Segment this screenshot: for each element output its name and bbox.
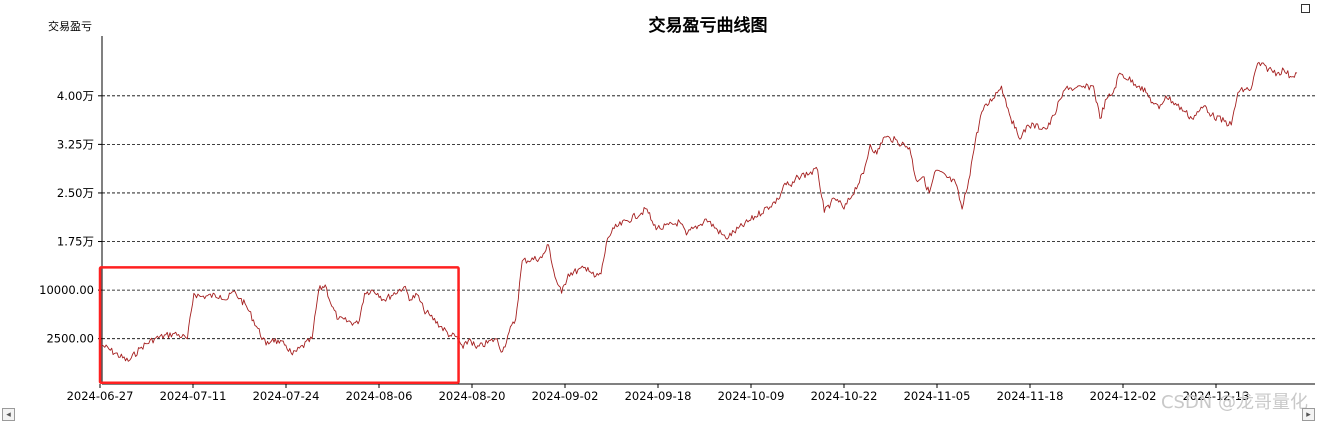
xtick-label-11: 2024-12-02 [1090,389,1157,403]
x-tick-labels: 2024-06-27 2024-07-11 2024-07-24 2024-08-06… [67,389,1250,403]
y-tick-labels: 2500.00 10000.00 1.75万 2.50万 3.25万 4.00万 [39,89,94,346]
ytick-label-0: 2500.00 [46,332,94,346]
highlight-box [98,266,460,384]
chart-title: 交易盈亏曲线图 [649,15,768,36]
ytick-label-1: 10000.00 [39,283,94,297]
ytick-label-4: 3.25万 [57,137,94,151]
series-line-0 [101,61,1298,362]
xtick-label-9: 2024-11-05 [904,389,971,403]
xtick-label-5: 2024-09-02 [532,389,599,403]
grid-lines [102,95,1315,340]
ytick-label-3: 2.50万 [57,186,94,200]
highlight-layer [98,266,460,384]
xtick-label-0: 2024-06-27 [67,389,134,403]
y-axis-label: 交易盈亏 [48,19,92,33]
axes [98,36,1315,388]
ytick-label-5: 4.00万 [57,89,94,103]
xtick-label-7: 2024-10-09 [718,389,785,403]
arrow-left-icon[interactable]: ◂ [2,408,15,421]
xtick-label-1: 2024-07-11 [160,389,227,403]
xtick-label-4: 2024-08-20 [439,389,506,403]
xtick-label-2: 2024-07-24 [253,389,320,403]
arrow-right-icon[interactable]: ▸ [1302,408,1315,421]
xtick-label-3: 2024-08-06 [346,389,413,403]
watermark: CSDN @龙哥量化 [1161,392,1308,413]
square-icon[interactable] [1301,4,1310,13]
xtick-label-6: 2024-09-18 [625,389,692,403]
xtick-label-10: 2024-11-18 [997,389,1064,403]
xtick-label-12: 2024-12-13 [1183,389,1250,403]
series-layer [101,61,1298,362]
ytick-label-2: 1.75万 [57,235,94,249]
xtick-label-8: 2024-10-22 [811,389,878,403]
